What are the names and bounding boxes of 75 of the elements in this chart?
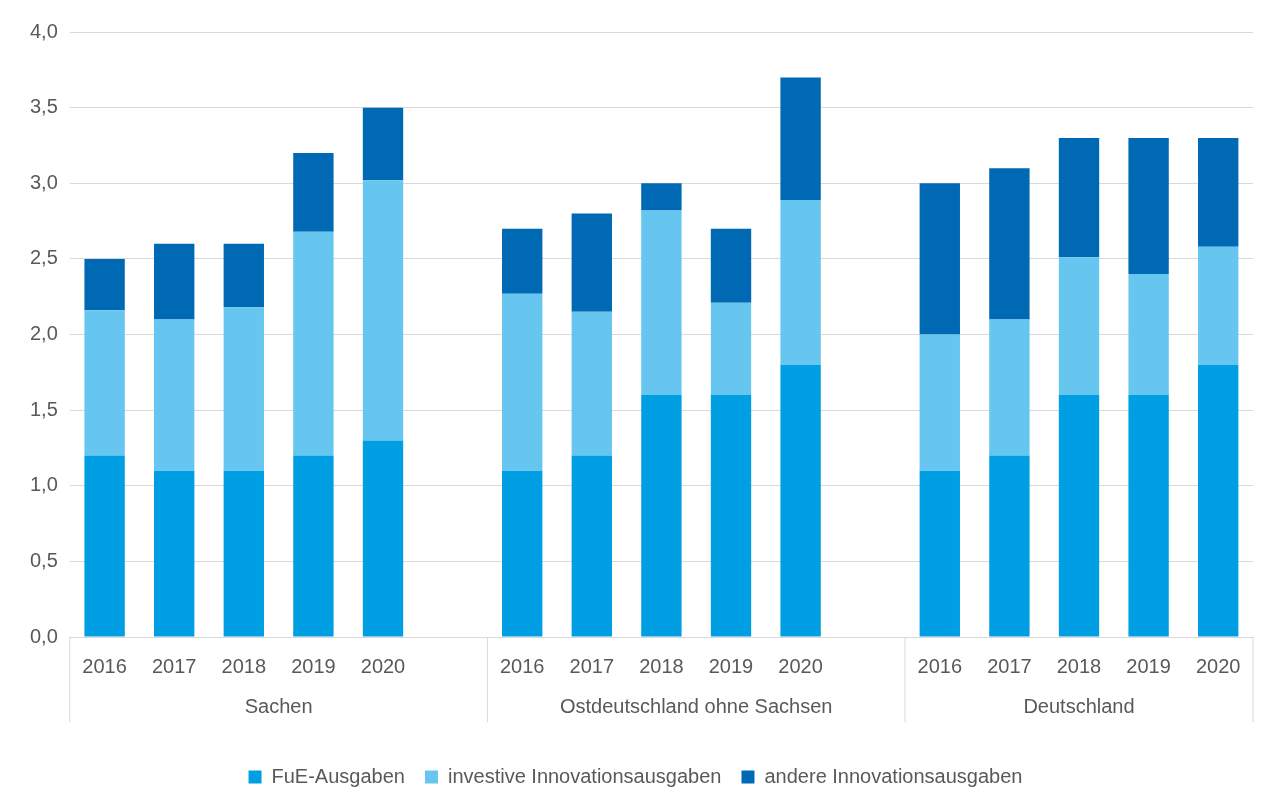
bar — [919, 470, 960, 637]
bar — [154, 470, 195, 637]
bar — [502, 470, 543, 637]
y-tick-label: 1,0 — [29, 473, 58, 496]
bar — [571, 311, 612, 456]
bar — [571, 455, 612, 637]
legend-label: FuE-Ausgaben — [271, 764, 405, 787]
bar — [1058, 257, 1100, 395]
legend-label: andere Innovationsausgaben — [764, 764, 1023, 787]
bar — [989, 455, 1030, 637]
x-tick-label: 2018 — [1056, 654, 1102, 677]
x-tick-label: 2017 — [987, 654, 1032, 677]
x-tick-label: 2018 — [639, 654, 684, 677]
bar — [1198, 364, 1239, 637]
bar — [154, 319, 195, 471]
bar — [502, 228, 543, 294]
bar — [362, 440, 404, 637]
x-tick-label: 2017 — [151, 654, 197, 677]
bar — [293, 231, 334, 456]
bar — [1058, 395, 1100, 637]
bar — [641, 395, 682, 637]
x-tick-label: 2019 — [1126, 654, 1171, 677]
bar — [919, 334, 960, 471]
text: Sachen — [244, 694, 313, 717]
x-tick-label: 2019 — [291, 654, 336, 677]
x-tick-label: 2017 — [569, 654, 615, 677]
bar — [710, 302, 752, 395]
y-tick-label: 3,0 — [29, 170, 58, 193]
bar — [154, 243, 195, 320]
x-tick-label: 2020 — [778, 654, 823, 677]
bar — [919, 183, 960, 335]
x-tick-label: 2020 — [1195, 654, 1241, 677]
legend-label: investive Innovationsausgaben — [447, 764, 722, 787]
bar — [780, 364, 821, 637]
bar — [362, 180, 404, 441]
y-tick-label: 1,5 — [29, 397, 58, 420]
x-tick-label: 2019 — [708, 654, 754, 677]
bar — [1128, 395, 1169, 637]
text: Ostdeutschland ohne Sachsen — [559, 694, 833, 717]
bar — [780, 77, 821, 200]
bar — [1198, 246, 1239, 365]
y-tick-label: 2,5 — [29, 246, 58, 269]
bar — [1058, 137, 1100, 258]
y-tick-label: 2,0 — [29, 322, 58, 345]
y-tick-label: 3,5 — [29, 95, 58, 118]
bar — [710, 228, 752, 303]
bar — [293, 153, 334, 232]
bar — [223, 307, 264, 471]
bar — [780, 199, 821, 365]
bar — [641, 183, 682, 211]
bar — [989, 168, 1030, 320]
bar — [1128, 274, 1169, 395]
x-tick-label: 2016 — [82, 654, 127, 677]
bar — [84, 258, 125, 311]
x-tick-label: 2020 — [360, 654, 406, 677]
bar — [223, 243, 264, 308]
bar — [362, 107, 404, 181]
bar — [989, 319, 1030, 456]
bar — [571, 213, 612, 312]
bar — [84, 310, 125, 456]
text: Deutschland — [1023, 694, 1135, 717]
bar — [502, 293, 543, 471]
bar — [710, 395, 752, 637]
y-tick-label: 0,5 — [29, 548, 58, 571]
y-tick-label: 0,0 — [29, 624, 58, 647]
x-tick-label: 2016 — [917, 654, 963, 677]
bar — [1198, 137, 1239, 247]
y-tick-label: 4,0 — [29, 19, 58, 42]
bar — [293, 455, 334, 637]
bar — [84, 455, 125, 637]
bar — [223, 470, 264, 637]
bar — [641, 210, 682, 395]
x-tick-label: 2016 — [499, 654, 545, 677]
x-tick-label: 2018 — [221, 654, 267, 677]
bar — [1128, 137, 1169, 274]
